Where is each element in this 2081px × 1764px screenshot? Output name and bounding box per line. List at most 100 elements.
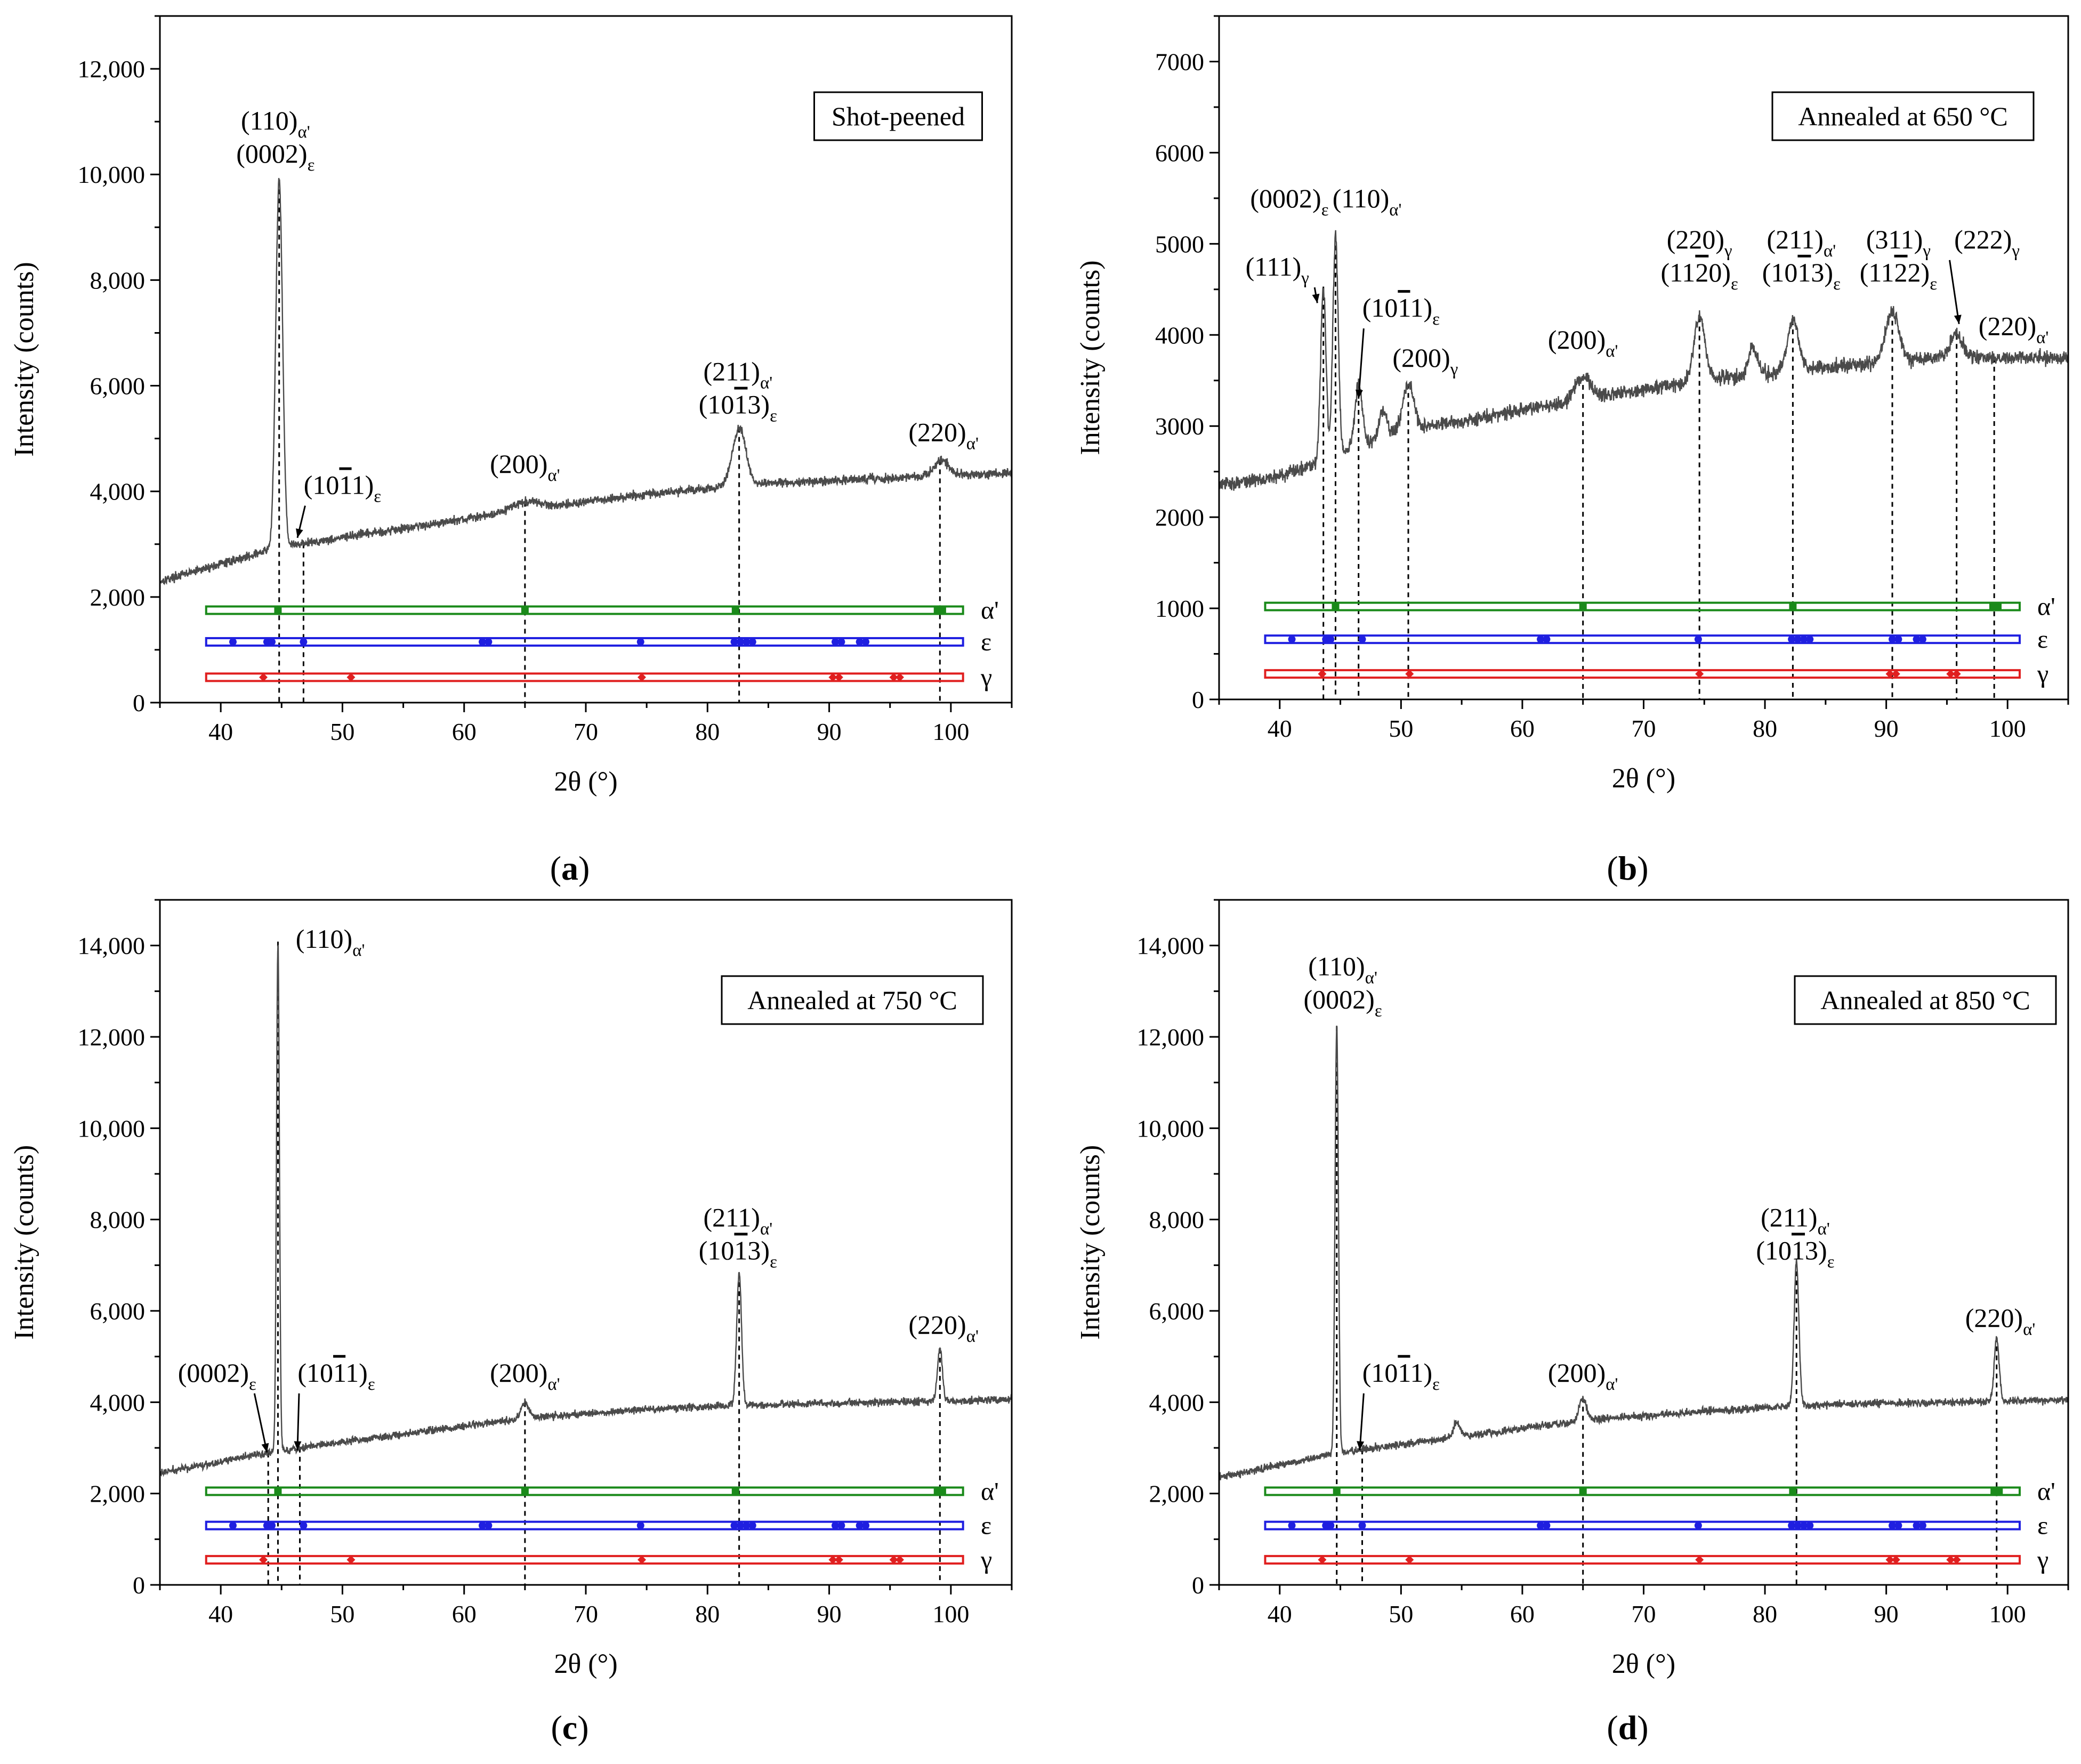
- y-tick-label: 2000: [1155, 504, 1204, 531]
- phase-bar-1: [205, 637, 964, 647]
- phase-bar-2: [205, 672, 964, 682]
- y-axis: 0 2,000 4,000 6,000 8,000 10,000 12,000 14,000 I…: [1075, 899, 1219, 1599]
- phase-marker: [1946, 670, 1955, 679]
- y-tick-label: 8,000: [90, 1206, 146, 1234]
- x-tick-label: 70: [1632, 1600, 1656, 1628]
- x-axis: 40 50 60 70 80 90 100 2θ (°): [1218, 699, 2069, 794]
- peak-label: (220)γ: [1667, 224, 1732, 261]
- x-tick-label: 50: [1389, 715, 1413, 742]
- y-tick-label: 12,000: [1137, 1024, 1205, 1051]
- phase-marker: [1913, 635, 1921, 643]
- phase-name: γ: [980, 663, 992, 691]
- annotation-arrow: [296, 1393, 300, 1451]
- phase-marker: [831, 1521, 839, 1529]
- x-tick-label: 50: [1389, 1600, 1413, 1628]
- y-tick-label: 10,000: [1137, 1115, 1205, 1142]
- phase-marker: [1358, 635, 1366, 643]
- sample-name: Annealed at 750 °C: [747, 985, 957, 1015]
- y-tick-label: 14,000: [78, 932, 146, 960]
- x-tick-label: 40: [208, 718, 233, 745]
- x-tick-label: 80: [695, 718, 720, 745]
- peak-label: (0002)ε: [178, 1358, 256, 1394]
- annotation-arrowhead: [1954, 315, 1962, 324]
- phase-marker: [1995, 1487, 2003, 1495]
- sample-label-box: Shot-peened: [813, 91, 983, 141]
- y-tick-label: 6,000: [90, 373, 146, 400]
- phase-marker: [834, 1555, 843, 1564]
- peak-label: (200)α': [1548, 1358, 1618, 1394]
- phase-marker: [895, 1555, 904, 1564]
- y-tick-label: 8,000: [90, 267, 146, 294]
- phase-marker: [268, 1521, 276, 1529]
- phase-marker: [1891, 670, 1900, 679]
- phase-bars: α' εγ: [1264, 593, 2055, 688]
- phase-marker: [300, 638, 308, 646]
- phase-marker: [1788, 635, 1796, 643]
- x-tick-label: 40: [1268, 1600, 1292, 1628]
- phase-marker: [1358, 1521, 1366, 1529]
- phase-name: α': [2037, 593, 2055, 621]
- phase-marker: [1694, 635, 1702, 643]
- sample-name: Annealed at 850 °C: [1820, 985, 2030, 1015]
- phase-bar-2: [1264, 1554, 2021, 1565]
- annotation-arrowhead: [261, 1443, 269, 1453]
- peak-label: (110)α': [1308, 951, 1377, 987]
- annotation-arrowhead: [1357, 1441, 1365, 1451]
- phase-marker: [731, 1487, 739, 1495]
- phase-marker: [1894, 1521, 1902, 1529]
- peak-label: (222)γ: [1954, 224, 2020, 261]
- phase-marker: [346, 1555, 356, 1564]
- phase-marker: [895, 673, 904, 682]
- peak-label: (110)α': [241, 106, 310, 142]
- panel-label: (c): [551, 1709, 588, 1746]
- phase-marker: [1288, 1521, 1296, 1529]
- peak-label: (1013)ε: [1756, 1236, 1834, 1272]
- y-tick-label: 7000: [1155, 48, 1204, 75]
- y-axis: 0 2,000 4,000 6,000 8,000 10,000 12,000 Intensi…: [9, 15, 160, 716]
- y-tick-label: 0: [133, 1572, 145, 1599]
- peak-label: (200)α': [490, 449, 560, 485]
- peak-annotations: (110)α'(0002)ε (1011)ε (200)α' (211)α'(1013…: [236, 106, 979, 538]
- phase-marker: [834, 673, 843, 682]
- phase-marker: [1695, 1555, 1704, 1564]
- phase-marker: [1543, 635, 1551, 643]
- phase-marker: [636, 638, 644, 646]
- phase-marker: [1788, 1521, 1796, 1529]
- y-tick-label: 5000: [1155, 230, 1204, 257]
- phase-marker: [748, 1521, 756, 1529]
- phase-marker: [748, 638, 756, 646]
- x-tick-label: 80: [695, 1600, 720, 1628]
- y-tick-label: 8,000: [1149, 1206, 1205, 1234]
- phase-marker: [1800, 1521, 1808, 1529]
- phase-marker: [268, 638, 276, 646]
- phase-marker: [1789, 602, 1797, 610]
- annotation-arrowhead: [296, 528, 303, 538]
- phase-bar-2: [1264, 669, 2021, 679]
- xrd-pattern-line: [1219, 1025, 2068, 1480]
- phase-marker: [1333, 1487, 1341, 1495]
- x-axis: 40 50 60 70 80 90 100 2θ (°): [159, 1585, 1013, 1679]
- y-tick-label: 2,000: [90, 1480, 146, 1508]
- phase-marker: [638, 1555, 647, 1564]
- x-axis: 40 50 60 70 80 90 100 2θ (°): [159, 703, 1013, 797]
- x-tick-label: 90: [1874, 1600, 1899, 1628]
- phase-marker: [1918, 1521, 1926, 1529]
- peak-label: (211)α': [704, 357, 773, 393]
- peak-label: (1011)ε: [297, 1358, 375, 1394]
- peak-label: (311)γ: [1866, 224, 1931, 261]
- y-axis-label: Intensity (counts): [1075, 1145, 1106, 1340]
- x-tick-label: 60: [1510, 715, 1535, 742]
- peak-label: (1011)ε: [304, 470, 381, 506]
- peak-label: (1122)ε: [1860, 257, 1937, 294]
- x-tick-label: 50: [330, 1600, 354, 1628]
- phase-marker: [636, 1521, 644, 1529]
- x-tick-label: 70: [574, 718, 598, 745]
- phase-marker: [1332, 602, 1340, 610]
- xrd-pattern-line: [160, 178, 1012, 586]
- phase-marker: [1579, 602, 1587, 610]
- sample-label-box: Annealed at 850 °C: [1794, 975, 2057, 1025]
- y-tick-label: 12,000: [78, 55, 146, 83]
- peak-label: (0002)ε: [1304, 984, 1382, 1020]
- phase-marker: [1946, 1555, 1955, 1564]
- x-tick-label: 70: [1632, 715, 1656, 742]
